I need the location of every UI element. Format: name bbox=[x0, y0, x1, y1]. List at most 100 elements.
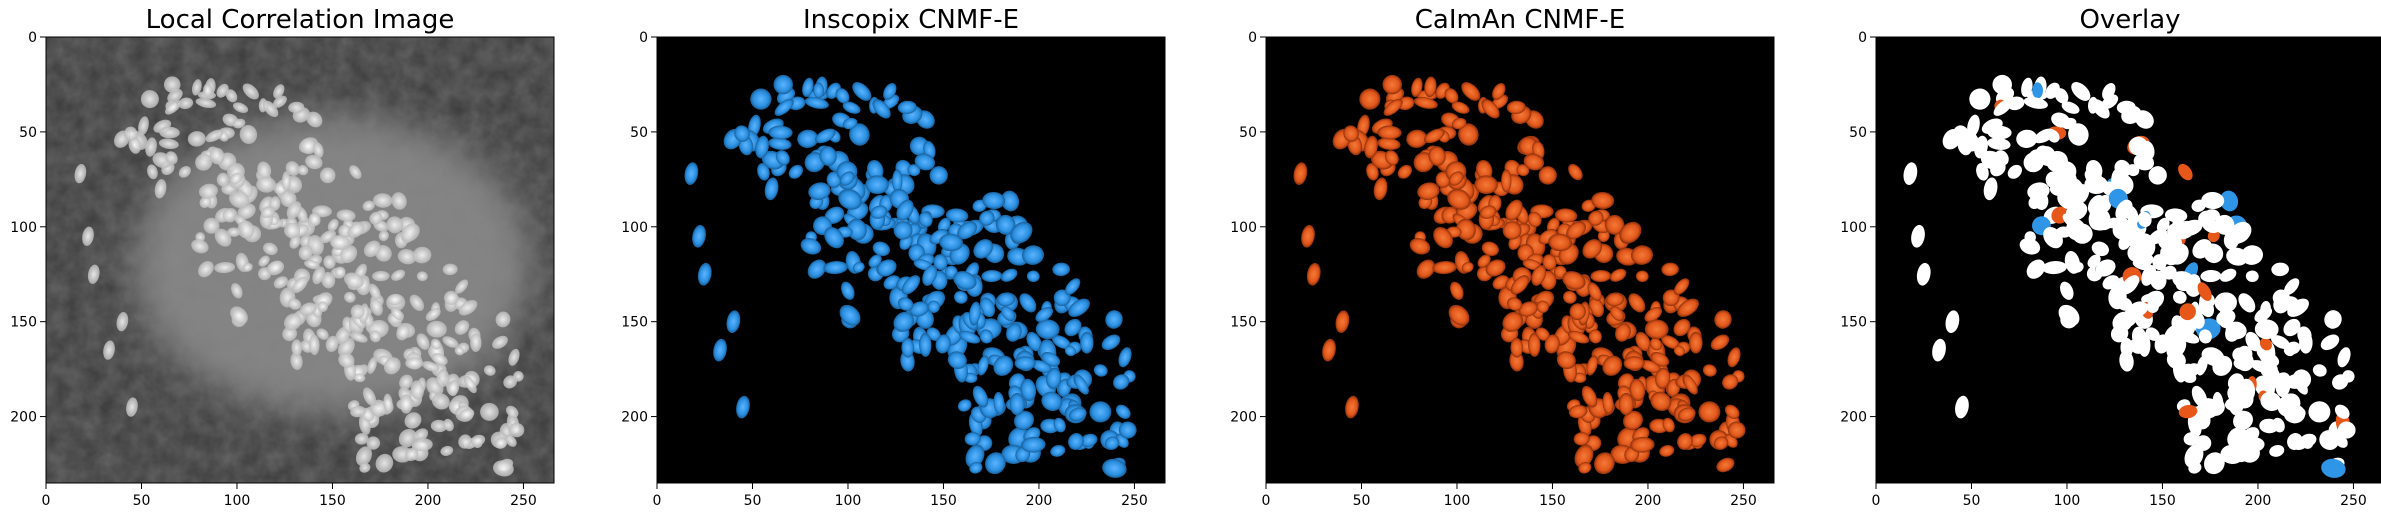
cell-footprint bbox=[1916, 262, 1931, 286]
cell-footprint bbox=[2148, 166, 2167, 185]
cell-blob bbox=[216, 172, 230, 187]
cell-footprint bbox=[1569, 303, 1586, 321]
cell-blob bbox=[273, 276, 288, 289]
y-tick-label: 150 bbox=[621, 315, 648, 331]
cell-blob bbox=[87, 264, 100, 284]
cell-footprint bbox=[1093, 364, 1108, 377]
cell-footprint bbox=[1562, 271, 1586, 290]
cell-footprint bbox=[1605, 292, 1625, 307]
image-area bbox=[1876, 37, 2381, 483]
cell-blob bbox=[508, 348, 520, 366]
cell-blob bbox=[191, 239, 209, 254]
y-tick-label: 0 bbox=[1858, 30, 1867, 46]
cell-blob bbox=[229, 172, 243, 185]
cell-footprint bbox=[2126, 164, 2140, 177]
cell-footprint bbox=[1447, 188, 1471, 210]
cell-footprint bbox=[2058, 304, 2080, 326]
cell-footprint bbox=[1417, 182, 1440, 201]
cell-footprint bbox=[2200, 270, 2222, 283]
cell-footprint bbox=[807, 259, 827, 279]
cell-blob bbox=[334, 266, 346, 278]
cell-footprint bbox=[979, 297, 996, 318]
cell-footprint bbox=[1623, 410, 1643, 431]
cell-blob bbox=[313, 142, 324, 158]
cell-blob bbox=[362, 387, 377, 406]
cell-footprint bbox=[2259, 337, 2272, 351]
cell-footprint bbox=[2228, 392, 2244, 416]
cell-blob bbox=[138, 116, 149, 136]
cell-footprint bbox=[768, 137, 792, 150]
cell-footprint bbox=[1444, 88, 1459, 104]
cell-blob bbox=[422, 361, 440, 372]
y-tick-label: 200 bbox=[621, 410, 648, 426]
cell-footprint bbox=[1019, 293, 1037, 313]
cell-blob bbox=[262, 100, 279, 118]
x-tick-label: 100 bbox=[1444, 493, 1471, 509]
cell-blob bbox=[362, 200, 375, 211]
cell-blob bbox=[480, 402, 499, 421]
cell-footprint bbox=[2032, 82, 2043, 99]
cell-blob bbox=[231, 282, 243, 299]
cell-footprint bbox=[2287, 433, 2303, 450]
cell-footprint bbox=[1588, 297, 1605, 318]
cell-footprint bbox=[1102, 458, 1127, 478]
cell-footprint bbox=[1538, 166, 1557, 185]
cell-footprint bbox=[1677, 298, 1699, 317]
cell-footprint bbox=[2283, 345, 2295, 357]
cell-blob bbox=[232, 102, 249, 113]
cell-footprint bbox=[2042, 261, 2067, 275]
cell-footprint bbox=[2141, 264, 2157, 286]
x-tick-label: 50 bbox=[133, 493, 151, 509]
x-tick-label: 200 bbox=[1635, 493, 1662, 509]
x-tick-label: 200 bbox=[1026, 493, 1053, 509]
cell-footprint bbox=[852, 82, 872, 101]
cell-footprint bbox=[1026, 331, 1042, 352]
cell-blob bbox=[442, 336, 459, 348]
cell-blob bbox=[492, 335, 508, 349]
cell-blob bbox=[405, 357, 424, 369]
cell-blob bbox=[399, 394, 413, 414]
cell-footprint bbox=[2308, 401, 2331, 423]
cell-blob bbox=[230, 306, 248, 325]
cell-footprint bbox=[755, 135, 769, 159]
cell-footprint bbox=[2312, 364, 2327, 377]
cell-footprint bbox=[953, 271, 977, 290]
cell-blob bbox=[327, 218, 339, 232]
cell-footprint bbox=[1635, 270, 1649, 283]
cell-blob bbox=[263, 242, 278, 256]
cell-footprint bbox=[1074, 374, 1089, 395]
cell-blob bbox=[411, 438, 433, 452]
cell-blob bbox=[312, 266, 326, 285]
cell-blob bbox=[289, 235, 301, 249]
cell-footprint bbox=[2299, 331, 2313, 354]
cell-footprint bbox=[1945, 310, 1960, 334]
cell-footprint bbox=[1969, 88, 1991, 110]
cell-footprint bbox=[1409, 238, 1431, 255]
cell-blob bbox=[425, 308, 441, 321]
cell-footprint bbox=[2172, 271, 2196, 290]
y-tick-label: 100 bbox=[1230, 220, 1257, 236]
cell-footprint bbox=[1010, 221, 1033, 244]
image-area bbox=[1266, 37, 1774, 483]
cell-footprint bbox=[1677, 433, 1693, 450]
cell-blob bbox=[350, 405, 366, 418]
cell-blob bbox=[416, 271, 428, 282]
x-tick-label: 0 bbox=[1872, 493, 1881, 509]
cell-footprint bbox=[2091, 241, 2109, 257]
cell-blob bbox=[431, 393, 450, 410]
cell-footprint bbox=[2212, 355, 2233, 376]
cell-footprint bbox=[945, 208, 969, 223]
cell-footprint bbox=[1628, 293, 1646, 313]
cell-footprint bbox=[1644, 319, 1669, 340]
cell-blob bbox=[214, 261, 236, 274]
cell-blob bbox=[459, 408, 475, 421]
x-tick-label: 0 bbox=[42, 493, 51, 509]
cell-blob bbox=[288, 298, 302, 310]
cell-footprint bbox=[1546, 217, 1560, 233]
x-tick-label: 0 bbox=[653, 493, 662, 509]
cell-blob bbox=[344, 291, 356, 303]
cell-blob bbox=[338, 352, 355, 368]
cell-blob bbox=[505, 434, 517, 447]
cell-footprint bbox=[1609, 306, 1624, 322]
cell-blob bbox=[267, 260, 285, 276]
